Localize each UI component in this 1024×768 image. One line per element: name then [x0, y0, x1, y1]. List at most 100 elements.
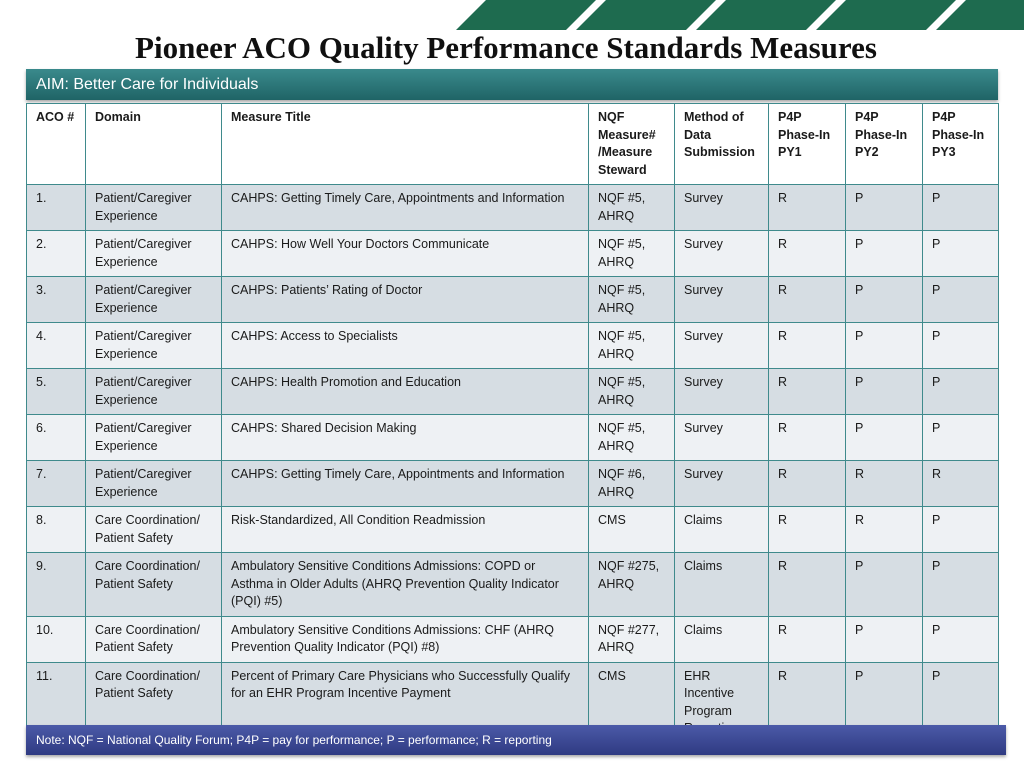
cell-measure-title: Ambulatory Sensitive Conditions Admissio… — [221, 615, 589, 663]
cell-py2: P — [845, 552, 923, 617]
cell-measure-title: CAHPS: Shared Decision Making — [221, 414, 589, 461]
cell-py3: P — [922, 414, 999, 461]
cell-py1: R — [768, 615, 846, 663]
cell-py3: P — [922, 368, 999, 415]
cell-nqf: CMS — [588, 506, 675, 553]
cell-py1: R — [768, 276, 846, 323]
table-row: 4. Patient/Caregiver Experience CAHPS: Acc… — [26, 322, 999, 369]
cell-py2: P — [845, 276, 923, 323]
cell-py2: P — [845, 230, 923, 277]
table-row: 8. Care Coordination/ Patient Safety Risk-… — [26, 506, 999, 553]
aim-banner: AIM: Better Care for Individuals — [26, 69, 998, 100]
header-aco-number: ACO # — [26, 103, 86, 185]
cell-py3: P — [922, 276, 999, 323]
cell-aco-number: 5. — [26, 368, 86, 415]
cell-domain: Patient/Caregiver Experience — [85, 414, 222, 461]
cell-nqf: NQF #277, AHRQ — [588, 615, 675, 663]
cell-method: Survey — [674, 276, 769, 323]
cell-py3: P — [922, 230, 999, 277]
cell-domain: Patient/Caregiver Experience — [85, 184, 222, 231]
cell-measure-title: Ambulatory Sensitive Conditions Admissio… — [221, 552, 589, 617]
cell-aco-number: 4. — [26, 322, 86, 369]
cell-nqf: NQF #275, AHRQ — [588, 552, 675, 617]
cell-domain: Patient/Caregiver Experience — [85, 322, 222, 369]
table-row: 9. Care Coordination/ Patient Safety Ambul… — [26, 552, 999, 617]
cell-py1: R — [768, 230, 846, 277]
cell-method: Survey — [674, 368, 769, 415]
header-domain: Domain — [85, 103, 222, 185]
cell-method: Claims — [674, 506, 769, 553]
table-row: 7. Patient/Caregiver Experience CAHPS: Get… — [26, 460, 999, 507]
measures-table-container: ACO # Domain Measure Title NQF Measure# … — [26, 103, 999, 744]
cell-py1: R — [768, 552, 846, 617]
cell-py3: P — [922, 552, 999, 617]
cell-py2: P — [845, 322, 923, 369]
cell-method: Survey — [674, 414, 769, 461]
cell-aco-number: 3. — [26, 276, 86, 323]
cell-domain: Care Coordination/ Patient Safety — [85, 552, 222, 617]
table-row: 1. Patient/Caregiver Experience CAHPS: Get… — [26, 184, 999, 231]
cell-method: Claims — [674, 615, 769, 663]
cell-py1: R — [768, 184, 846, 231]
cell-py3: P — [922, 506, 999, 553]
cell-py1: R — [768, 368, 846, 415]
cell-nqf: NQF #5, AHRQ — [588, 368, 675, 415]
header-py3: P4P Phase-In PY3 — [922, 103, 999, 185]
page-title: Pioneer ACO Quality Performance Standard… — [135, 30, 877, 65]
table-row: 11. Care Coordination/ Patient Safety Perc… — [26, 661, 999, 744]
header-nqf: NQF Measure# /Measure Steward — [588, 103, 675, 185]
cell-domain: Care Coordination/ Patient Safety — [85, 506, 222, 553]
header-py1: P4P Phase-In PY1 — [768, 103, 846, 185]
header-py2: P4P Phase-In PY2 — [845, 103, 923, 185]
cell-aco-number: 7. — [26, 460, 86, 507]
cell-method: Survey — [674, 460, 769, 507]
cell-measure-title: CAHPS: Patients’ Rating of Doctor — [221, 276, 589, 323]
cell-py1: R — [768, 414, 846, 461]
cell-py1: R — [768, 322, 846, 369]
cell-py1: R — [768, 506, 846, 553]
cell-measure-title: CAHPS: Getting Timely Care, Appointments… — [221, 460, 589, 507]
table-row: 2. Patient/Caregiver Experience CAHPS: How… — [26, 230, 999, 277]
table-row: 10. Care Coordination/ Patient Safety Ambu… — [26, 615, 999, 663]
cell-measure-title: Risk-Standardized, All Condition Readmis… — [221, 506, 589, 553]
cell-py2: R — [845, 460, 923, 507]
cell-nqf: NQF #5, AHRQ — [588, 414, 675, 461]
cell-aco-number: 1. — [26, 184, 86, 231]
cell-py3: P — [922, 184, 999, 231]
table-row: 6. Patient/Caregiver Experience CAHPS: Sha… — [26, 414, 999, 461]
cell-py2: P — [845, 414, 923, 461]
decorative-stripes — [440, 0, 1024, 30]
table-row: 3. Patient/Caregiver Experience CAHPS: Pat… — [26, 276, 999, 323]
cell-aco-number: 9. — [26, 552, 86, 617]
measures-table: ACO # Domain Measure Title NQF Measure# … — [26, 103, 999, 744]
cell-domain: Patient/Caregiver Experience — [85, 230, 222, 277]
cell-measure-title: CAHPS: How Well Your Doctors Communicate — [221, 230, 589, 277]
cell-py3: P — [922, 322, 999, 369]
cell-py2: R — [845, 506, 923, 553]
cell-domain: Patient/Caregiver Experience — [85, 460, 222, 507]
cell-py3: P — [922, 615, 999, 663]
cell-py2: P — [845, 368, 923, 415]
cell-method: Survey — [674, 184, 769, 231]
cell-method: Claims — [674, 552, 769, 617]
table-header-row: ACO # Domain Measure Title NQF Measure# … — [26, 103, 999, 185]
cell-domain: Care Coordination/ Patient Safety — [85, 615, 222, 663]
cell-nqf: NQF #5, AHRQ — [588, 276, 675, 323]
cell-domain: Patient/Caregiver Experience — [85, 276, 222, 323]
table-row: 5. Patient/Caregiver Experience CAHPS: Hea… — [26, 368, 999, 415]
cell-measure-title: CAHPS: Access to Specialists — [221, 322, 589, 369]
header-measure-title: Measure Title — [221, 103, 589, 185]
footnote-banner: Note: NQF = National Quality Forum; P4P … — [26, 725, 1006, 755]
cell-py3: R — [922, 460, 999, 507]
cell-nqf: NQF #5, AHRQ — [588, 184, 675, 231]
cell-method: Survey — [674, 230, 769, 277]
cell-nqf: NQF #5, AHRQ — [588, 322, 675, 369]
cell-py2: P — [845, 184, 923, 231]
cell-py1: R — [768, 460, 846, 507]
header-method: Method of Data Submission — [674, 103, 769, 185]
cell-measure-title: CAHPS: Health Promotion and Education — [221, 368, 589, 415]
cell-method: Survey — [674, 322, 769, 369]
cell-aco-number: 10. — [26, 615, 86, 663]
cell-aco-number: 8. — [26, 506, 86, 553]
cell-nqf: NQF #5, AHRQ — [588, 230, 675, 277]
